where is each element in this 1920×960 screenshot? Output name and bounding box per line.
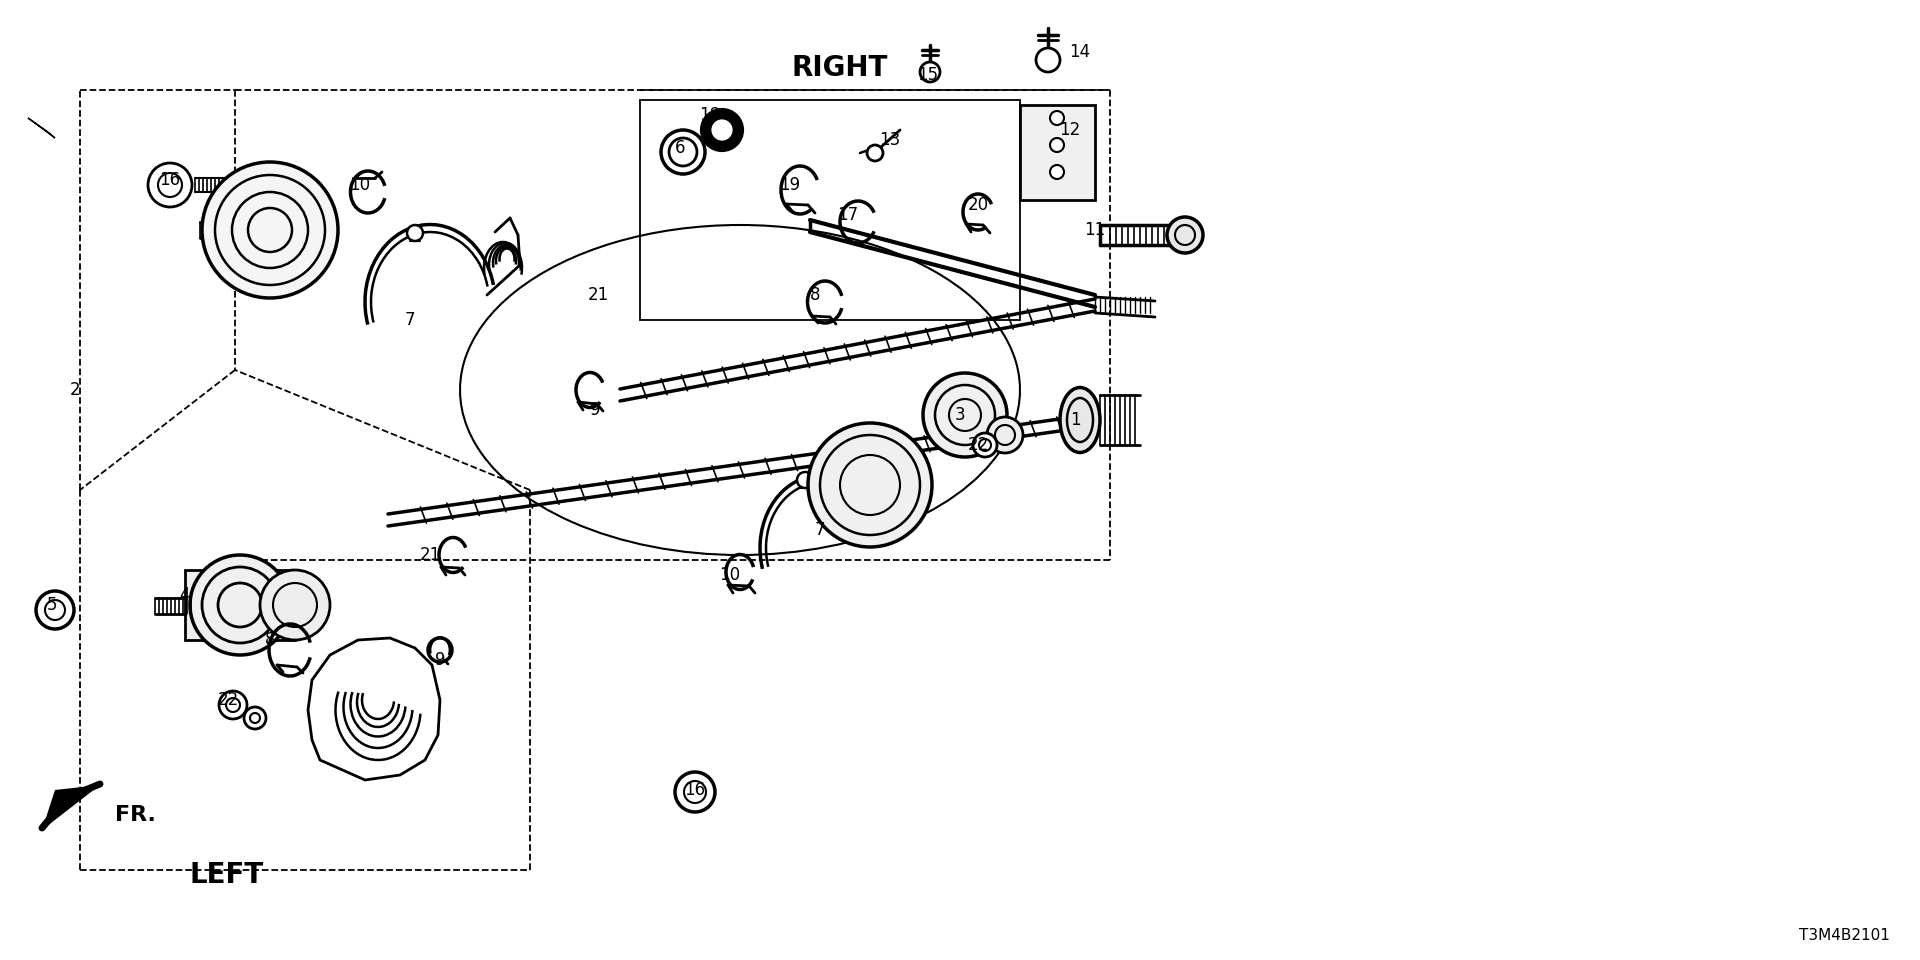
Circle shape [190,555,290,655]
Circle shape [924,373,1006,457]
Text: LEFT: LEFT [190,861,265,889]
Text: 13: 13 [879,131,900,149]
Circle shape [148,163,192,207]
Polygon shape [184,570,296,640]
Circle shape [710,118,733,142]
Text: 22: 22 [217,691,238,709]
Text: 9: 9 [589,401,601,419]
Circle shape [684,781,707,803]
Circle shape [407,225,422,241]
Text: 12: 12 [1060,121,1081,139]
Circle shape [808,423,931,547]
Text: 5: 5 [46,596,58,614]
Circle shape [797,472,812,488]
Circle shape [219,691,248,719]
Circle shape [250,713,259,723]
Circle shape [676,772,714,812]
Text: 21: 21 [588,286,609,304]
Text: 10: 10 [720,566,741,584]
Text: RIGHT: RIGHT [791,54,889,82]
Circle shape [1050,165,1064,179]
Ellipse shape [1060,388,1100,452]
Text: 15: 15 [918,66,939,84]
Text: 22: 22 [968,436,989,454]
Text: 10: 10 [349,176,371,194]
Circle shape [660,130,705,174]
Polygon shape [42,785,100,830]
Text: 19: 19 [780,176,801,194]
Circle shape [227,698,240,712]
Text: 1: 1 [1069,411,1081,429]
Text: 3: 3 [954,406,966,424]
Text: 6: 6 [674,139,685,157]
Text: 2: 2 [69,381,81,399]
Circle shape [1167,217,1204,253]
Text: 11: 11 [1085,221,1106,239]
Text: 21: 21 [419,546,440,564]
Circle shape [202,162,338,298]
Circle shape [157,173,182,197]
Circle shape [703,110,741,150]
Circle shape [668,138,697,166]
Circle shape [920,62,941,82]
Text: 18: 18 [699,106,720,124]
Text: 16: 16 [684,781,705,799]
Text: 14: 14 [1069,43,1091,61]
Text: 20: 20 [968,196,989,214]
Circle shape [1037,48,1060,72]
Circle shape [259,570,330,640]
Polygon shape [29,118,56,138]
Circle shape [1050,138,1064,152]
Text: 7: 7 [814,521,826,539]
Text: 17: 17 [837,206,858,224]
Text: 8: 8 [265,631,275,649]
Circle shape [973,433,996,457]
Circle shape [244,707,267,729]
Circle shape [868,145,883,161]
Polygon shape [1020,105,1094,200]
Circle shape [36,591,75,629]
Circle shape [987,417,1023,453]
Circle shape [979,439,991,451]
Circle shape [428,638,451,662]
Text: T3M4B2101: T3M4B2101 [1799,927,1889,943]
Text: 9: 9 [434,651,445,669]
Text: 4: 4 [180,586,190,604]
Circle shape [1050,111,1064,125]
Text: 7: 7 [405,311,415,329]
Text: 16: 16 [159,171,180,189]
Circle shape [44,600,65,620]
Text: FR.: FR. [115,805,156,825]
Text: 8: 8 [810,286,820,304]
